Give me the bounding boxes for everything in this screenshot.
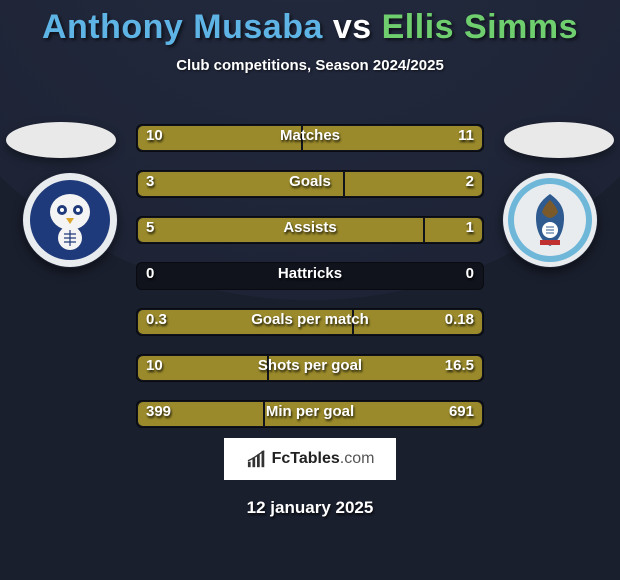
stat-value-right: 11 bbox=[458, 127, 474, 144]
player2-name: Ellis Simms bbox=[382, 8, 578, 46]
stat-label: Shots per goal bbox=[136, 357, 484, 374]
stat-value-left: 0.3 bbox=[146, 311, 167, 328]
stat-value-left: 399 bbox=[146, 403, 171, 420]
player2-club-crest bbox=[502, 172, 598, 268]
player1-club-crest bbox=[22, 172, 118, 268]
stat-label: Matches bbox=[136, 127, 484, 144]
branding-badge: FcTables.com bbox=[224, 438, 396, 480]
vs-word: vs bbox=[333, 8, 372, 46]
stat-value-left: 0 bbox=[146, 265, 154, 282]
stat-row: Hattricks0 0 bbox=[136, 262, 484, 290]
stat-value-left: 10 bbox=[146, 127, 163, 144]
player1-name: Anthony Musaba bbox=[42, 8, 323, 46]
stat-row: Assists5 1 bbox=[136, 216, 484, 244]
player1-platform bbox=[6, 122, 116, 158]
stat-value-left: 10 bbox=[146, 357, 163, 374]
stat-value-left: 5 bbox=[146, 219, 154, 236]
stats-container: Matches1011Goals32Assists51Hattricks00Go… bbox=[136, 124, 484, 446]
stat-value-right: 1 bbox=[466, 219, 474, 236]
stat-value-right: 0.18 bbox=[445, 311, 474, 328]
brand-domain: .com bbox=[340, 450, 375, 467]
stat-value-left: 3 bbox=[146, 173, 154, 190]
stat-value-right: 0 bbox=[466, 265, 474, 282]
stat-label: Goals per match bbox=[136, 311, 484, 328]
stat-row: Goals per match0.3 0.18 bbox=[136, 308, 484, 336]
stat-row: Matches10 11 bbox=[136, 124, 484, 152]
date-label: 12 january 2025 bbox=[0, 498, 620, 518]
subtitle: Club competitions, Season 2024/2025 bbox=[0, 57, 620, 74]
player2-platform bbox=[504, 122, 614, 158]
stat-label: Min per goal bbox=[136, 403, 484, 420]
stat-row: Goals3 2 bbox=[136, 170, 484, 198]
brand-name: FcTables bbox=[272, 450, 340, 467]
crest-right-icon bbox=[502, 172, 598, 268]
stat-row: Shots per goal10 16.5 bbox=[136, 354, 484, 382]
stat-value-right: 2 bbox=[466, 173, 474, 190]
stat-label: Goals bbox=[136, 173, 484, 190]
fctables-logo-icon bbox=[246, 449, 268, 469]
stat-label: Assists bbox=[136, 219, 484, 236]
stat-value-right: 691 bbox=[449, 403, 474, 420]
branding-text: FcTables.com bbox=[272, 450, 375, 468]
crest-left-icon bbox=[22, 172, 118, 268]
stat-value-right: 16.5 bbox=[445, 357, 474, 374]
stat-row: Min per goal399 691 bbox=[136, 400, 484, 428]
comparison-title: Anthony Musaba vs Ellis Simms bbox=[0, 0, 620, 47]
stat-label: Hattricks bbox=[136, 265, 484, 282]
